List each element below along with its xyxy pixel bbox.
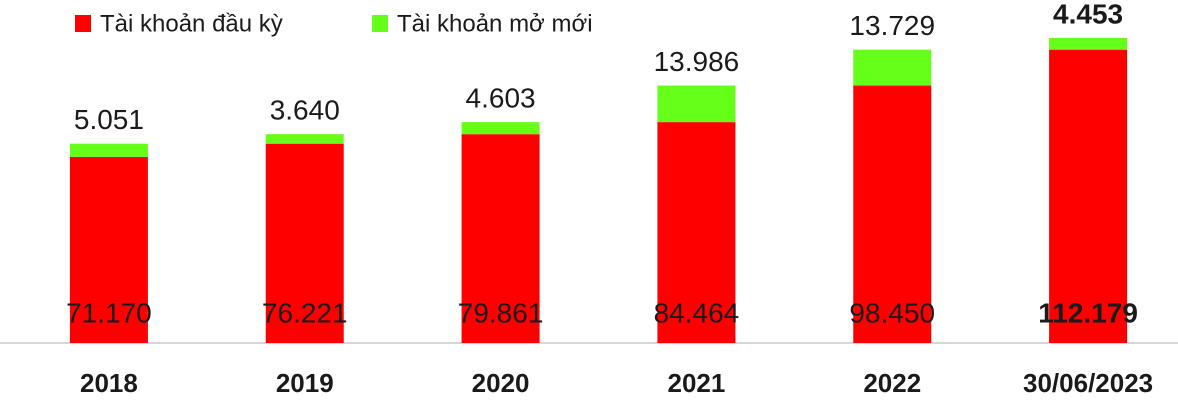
bar-segment [657, 85, 736, 123]
x-tick-label: 2019 [276, 368, 334, 398]
legend-swatch [372, 15, 388, 32]
data-label: 4.603 [466, 83, 536, 114]
bar-segment [69, 156, 148, 343]
bar-segment [461, 122, 540, 135]
data-label: 4.453 [1053, 0, 1123, 29]
bar-segment [265, 143, 344, 343]
data-label: 76.221 [262, 297, 348, 328]
legend-label: Tài khoản đầu kỳ [100, 10, 283, 37]
data-label: 79.861 [458, 297, 544, 328]
data-label: 98.450 [849, 297, 935, 328]
data-label: 13.729 [849, 10, 935, 41]
bar-segment [265, 134, 344, 144]
x-tick-label: 2021 [667, 368, 725, 398]
legend-label: Tài khoản mở mới [397, 10, 593, 37]
bar-segment [1049, 38, 1128, 50]
bar-segment [1049, 49, 1128, 344]
data-label: 71.170 [66, 297, 152, 328]
legend-swatch [75, 15, 91, 32]
data-label: 5.051 [74, 104, 144, 135]
data-label: 13.986 [654, 46, 740, 77]
bar-segment [657, 122, 736, 343]
x-tick-label: 2022 [863, 368, 921, 398]
bar-segment [69, 143, 148, 157]
bar-segment [853, 85, 932, 344]
x-tick-label: 2020 [472, 368, 530, 398]
bar-segment [461, 134, 540, 343]
bar-segment [853, 49, 932, 86]
x-tick-label: 30/06/2023 [1023, 368, 1153, 398]
data-label: 112.179 [1038, 297, 1138, 328]
x-tick-label: 2018 [80, 368, 138, 398]
data-label: 3.640 [270, 95, 340, 126]
data-label: 84.464 [654, 297, 740, 328]
